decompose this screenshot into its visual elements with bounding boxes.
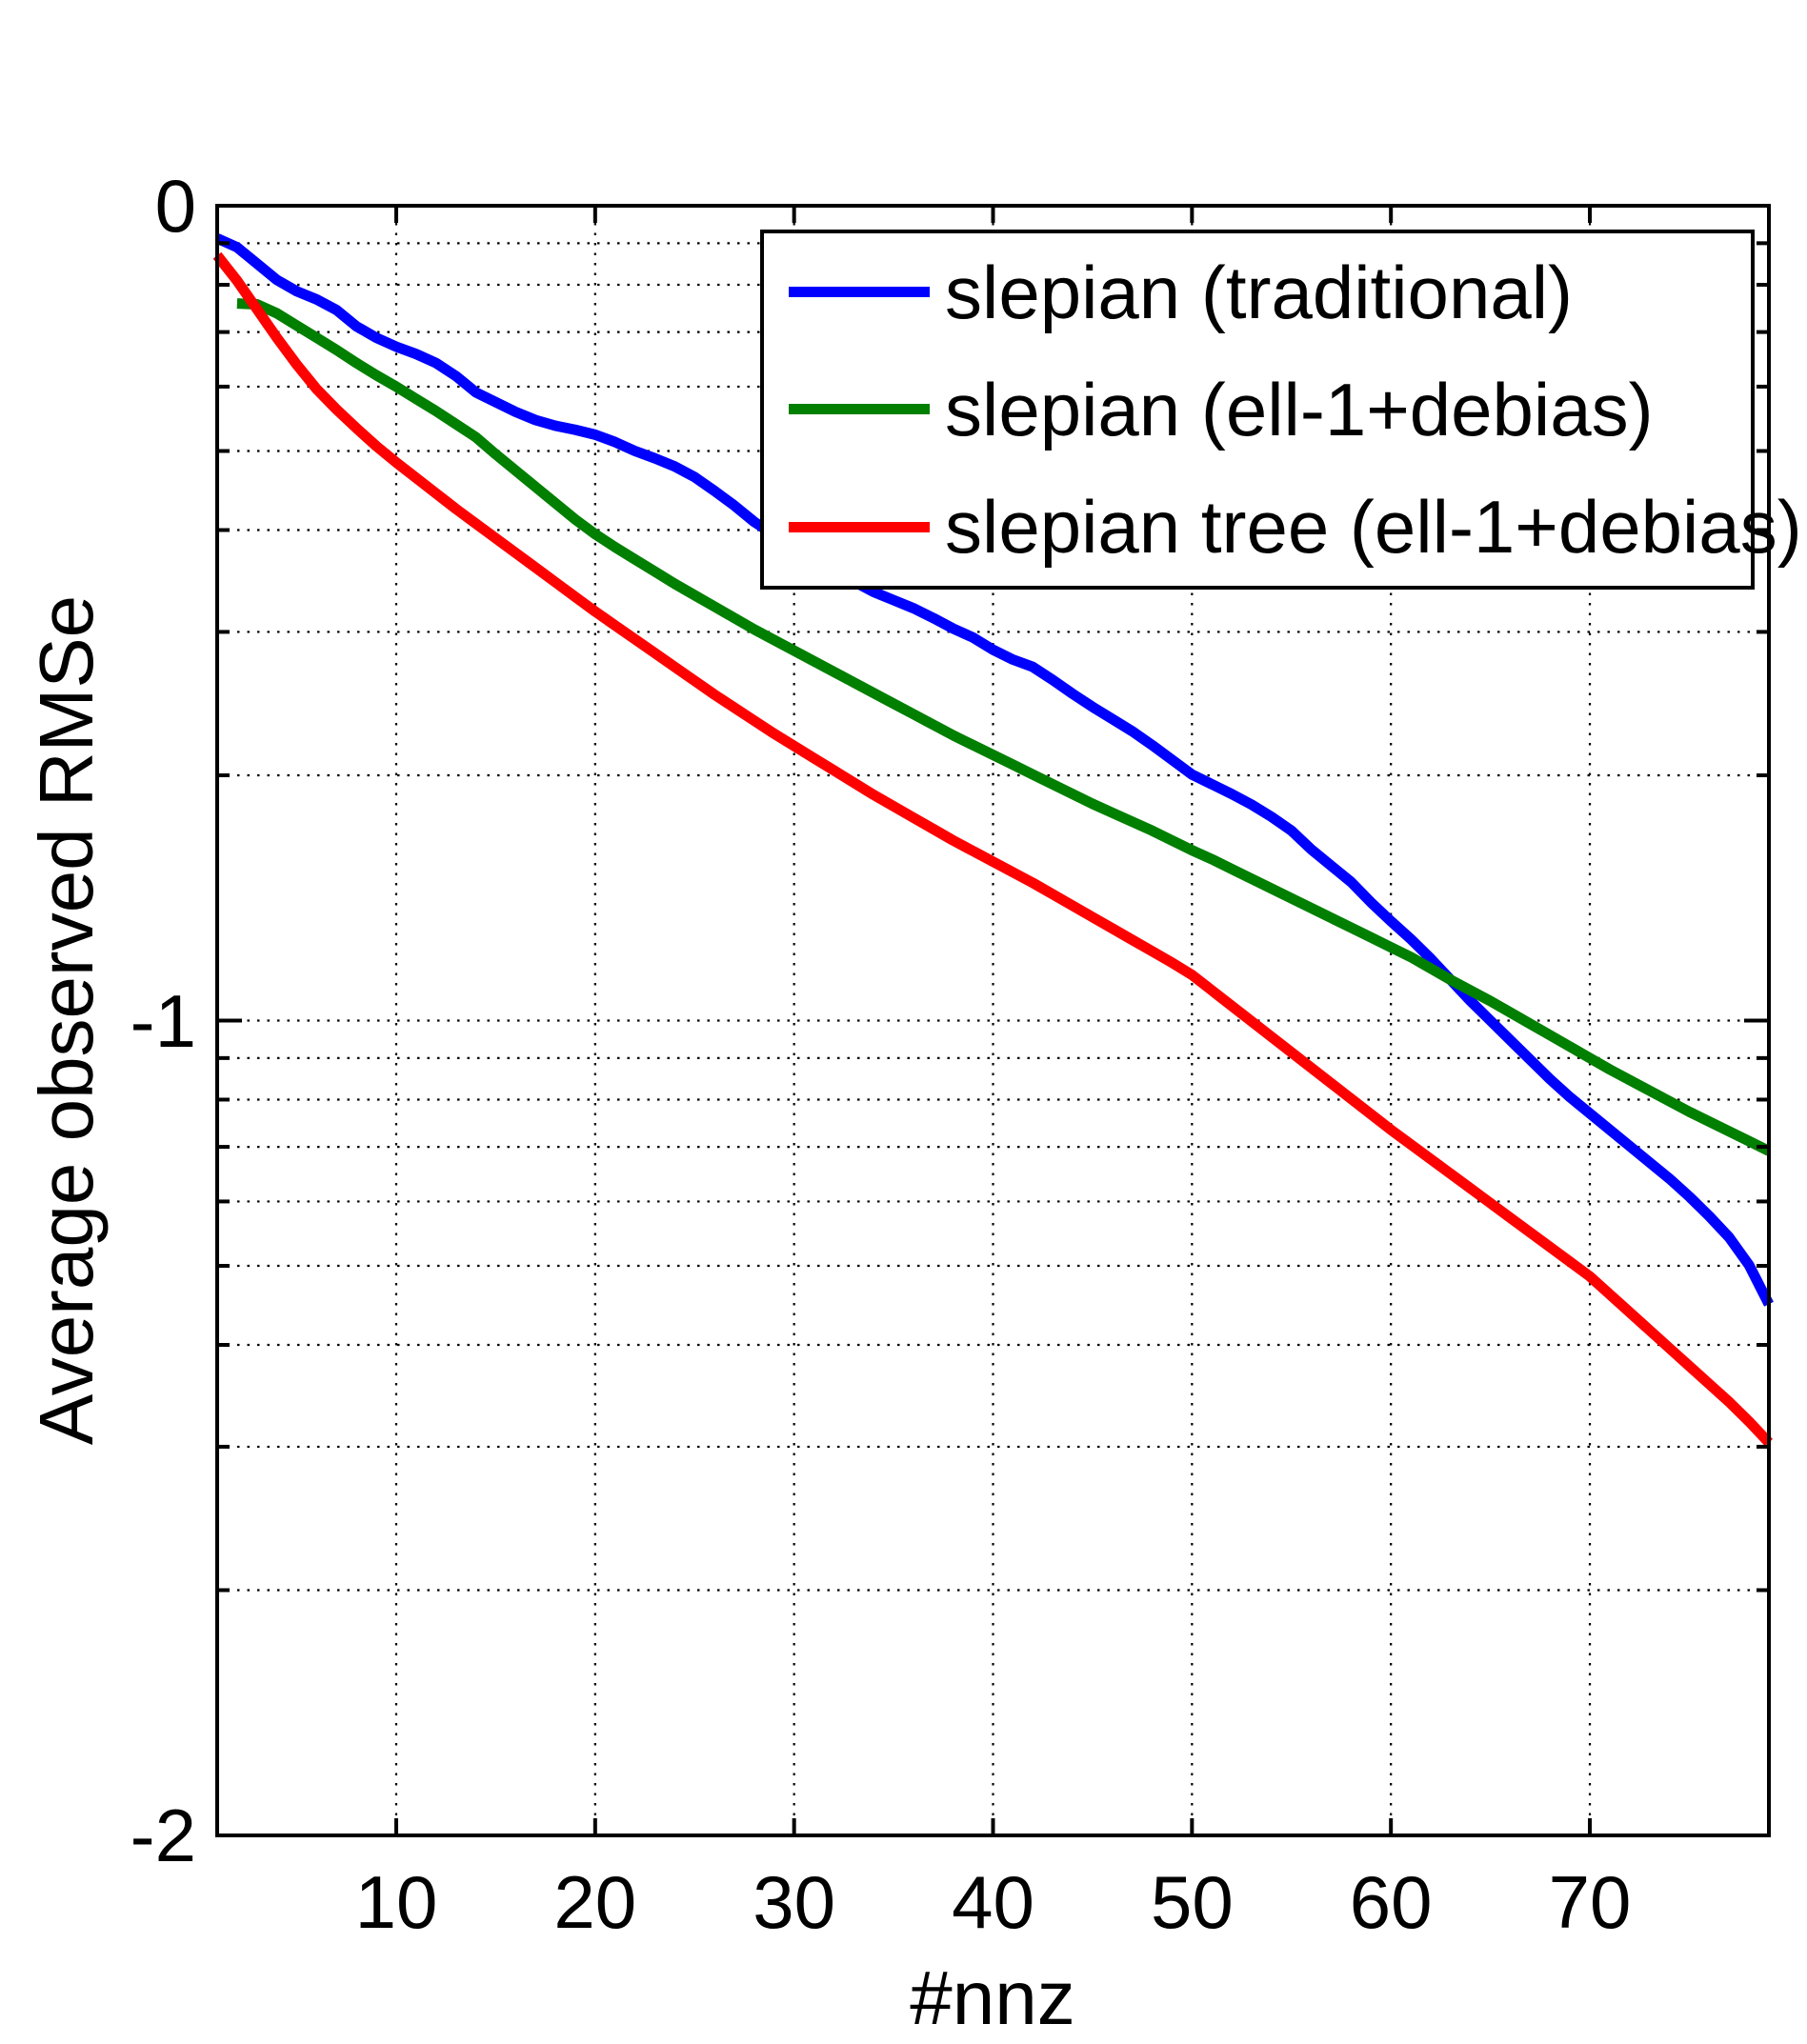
y-tick-label: 0: [154, 164, 196, 248]
x-tick-label: 70: [1548, 1860, 1632, 1944]
legend-line-slepian-tree-ell1-debias: [789, 521, 930, 532]
series-line-2: [212, 251, 1774, 1447]
x-axis-label: #nnz: [910, 1955, 1075, 2040]
legend-item: slepian tree (ell-1+debias): [764, 471, 1802, 583]
legend-label: slepian (traditional): [945, 250, 1574, 334]
series-line-1: [236, 298, 1772, 1156]
x-tick-label: 30: [753, 1860, 836, 1944]
y-tick-label: -1: [130, 978, 196, 1063]
x-tick-label: 50: [1150, 1860, 1234, 1944]
x-tick-label: 20: [553, 1860, 637, 1944]
series-line-0: [214, 233, 1774, 1307]
x-tick-label: 60: [1349, 1860, 1433, 1944]
x-tick-label: 10: [354, 1860, 438, 1944]
legend-label: slepian tree (ell-1+debias): [945, 485, 1802, 570]
legend-line-slepian-traditional: [789, 287, 930, 298]
y-tick-label: -2: [130, 1794, 196, 1877]
x-tick-label: 40: [952, 1860, 1034, 1944]
legend-line-slepian-ell1-debias: [789, 404, 930, 415]
legend-item: slepian (ell-1+debias): [764, 353, 1751, 466]
legend: slepian (traditional) slepian (ell-1+deb…: [760, 230, 1802, 590]
legend-item: slepian (traditional): [764, 236, 1751, 349]
legend-label: slepian (ell-1+debias): [945, 367, 1654, 451]
